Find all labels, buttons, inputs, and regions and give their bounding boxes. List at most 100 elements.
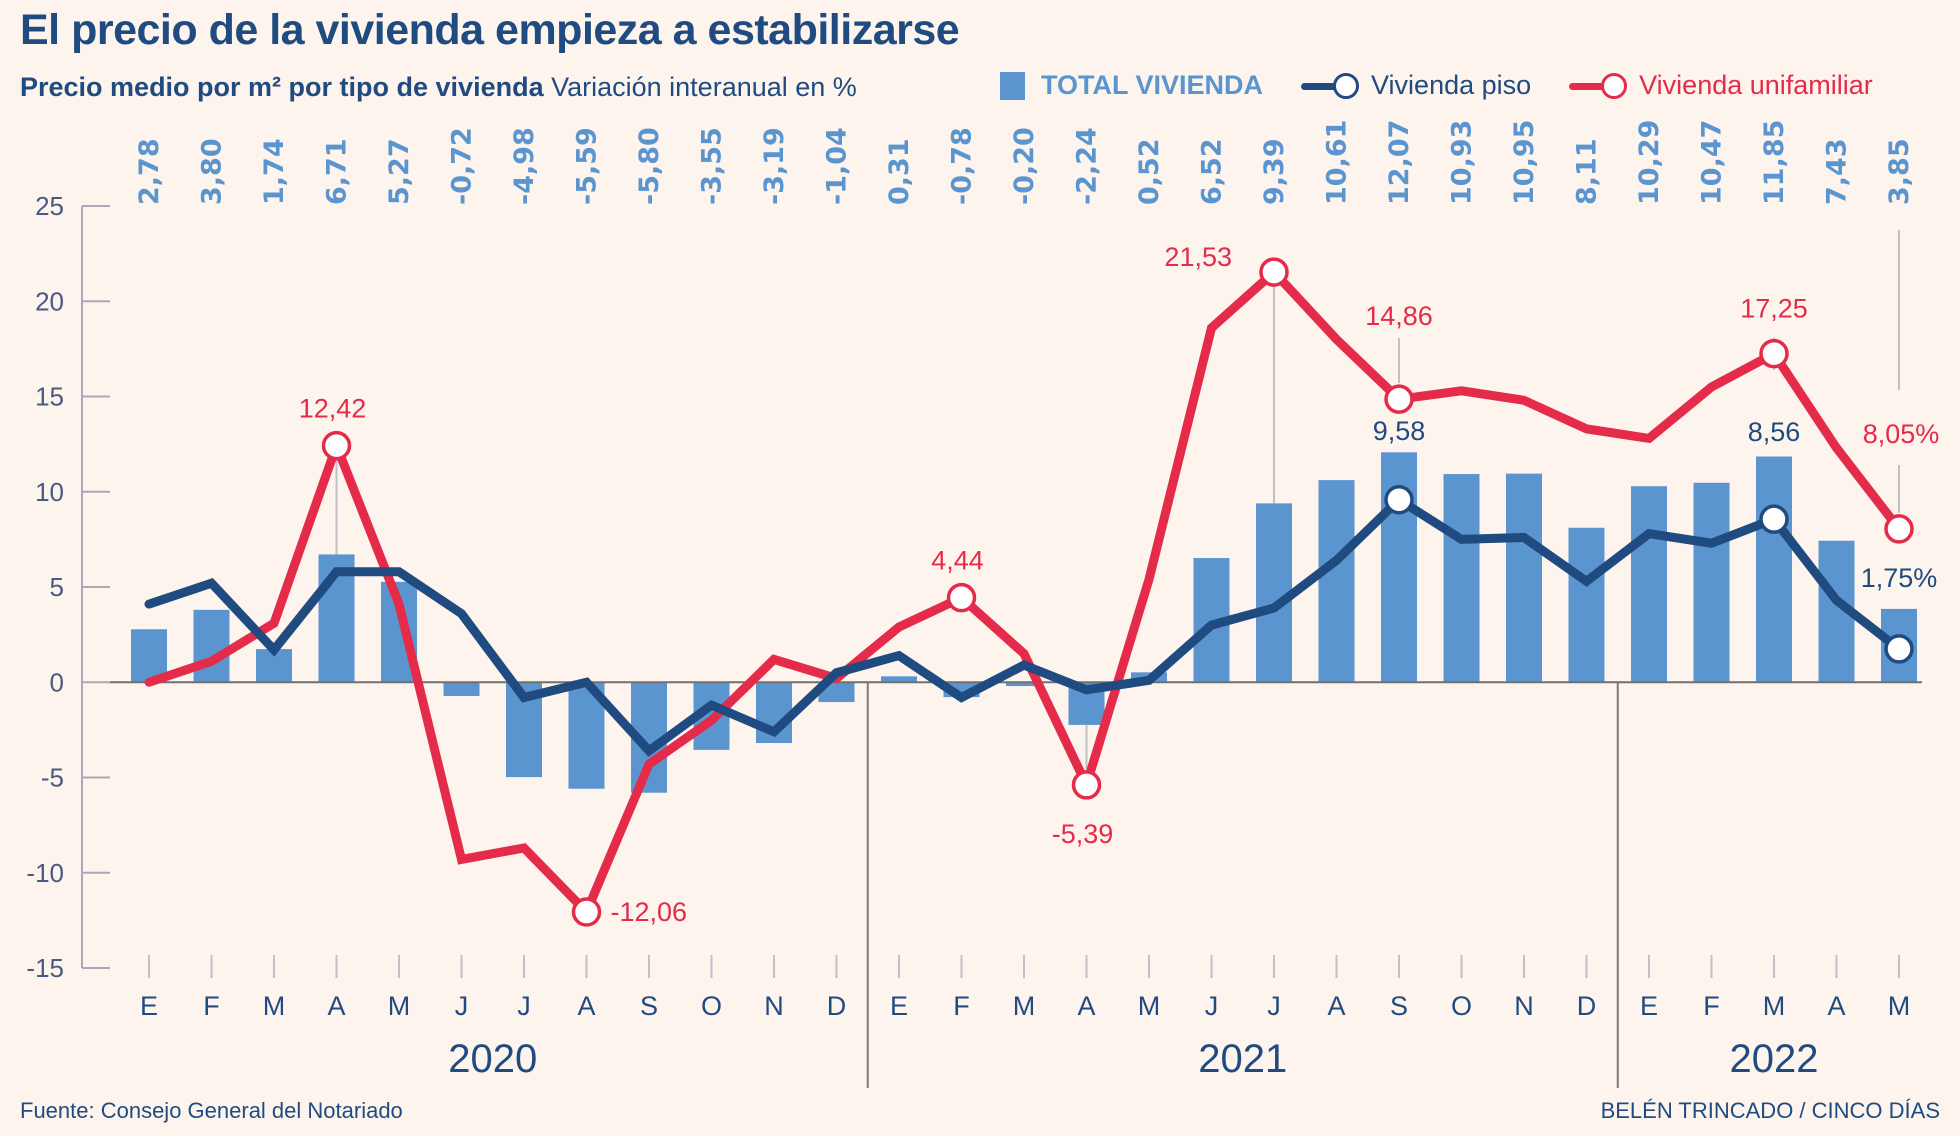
bar-value-label: -0,20 <box>1009 127 1040 205</box>
bar-value-label: 10,61 <box>1322 120 1353 205</box>
x-tick-label: F <box>953 991 970 1021</box>
unifamiliar-annotation: -12,06 <box>611 897 688 927</box>
bar-total-vivienda <box>1756 456 1792 683</box>
bar-total-vivienda <box>443 682 480 696</box>
piso-annotation: 8,56 <box>1748 417 1801 447</box>
unifamiliar-annotation: 4,44 <box>931 546 984 576</box>
x-tick-label: A <box>327 991 345 1021</box>
bar-value-label: 0,52 <box>1134 138 1165 205</box>
legend: TOTAL VIVIENDA Vivienda piso Vivienda un… <box>1000 70 1873 101</box>
legend-item-total: TOTAL VIVIENDA <box>1000 70 1263 101</box>
unifamiliar-marker <box>1759 338 1789 369</box>
bar-value-label: 3,85 <box>1884 138 1915 205</box>
y-tick-label: 25 <box>35 191 64 221</box>
x-tick-label: M <box>1763 991 1786 1021</box>
x-tick-label: A <box>1077 991 1095 1021</box>
x-tick-label: N <box>764 991 784 1021</box>
unifamiliar-annotation: 17,25 <box>1740 294 1808 324</box>
credit-note: BELÉN TRINCADO / CINCO DÍAS <box>1600 1098 1940 1123</box>
line-vivienda-unifamiliar <box>144 265 1904 920</box>
bar-value-label: -5,80 <box>634 127 665 205</box>
bar-total-vivienda <box>1568 527 1605 683</box>
bar-swatch-icon <box>1000 71 1025 100</box>
x-tick-label: M <box>1138 991 1161 1021</box>
y-tick-label: 15 <box>35 382 64 412</box>
bar-value-label: 10,95 <box>1509 120 1540 205</box>
bar-total-vivienda <box>1006 682 1042 687</box>
y-tick-label: 10 <box>35 477 64 507</box>
unifamiliar-marker <box>1384 384 1414 414</box>
x-tick-label: J <box>517 991 531 1021</box>
bar-total-vivienda <box>193 609 230 683</box>
unifamiliar-annotation: 21,53 <box>1164 242 1232 272</box>
x-tick-label: F <box>1703 991 1720 1021</box>
chart-subtitle: Precio medio por m² por tipo de vivienda… <box>20 72 857 103</box>
subtitle-bold: Precio medio por m² por tipo de vivienda <box>20 72 544 102</box>
bar-total-vivienda <box>1318 480 1355 683</box>
x-tick-label: J <box>1205 991 1219 1021</box>
bar-value-label: 6,71 <box>322 138 353 205</box>
unifamiliar-annotation: 12,42 <box>299 394 367 424</box>
year-label: 2020 <box>448 1037 537 1081</box>
legend-item-unifamiliar: Vivienda unifamiliar <box>1569 70 1873 101</box>
unifamiliar-annotation: -5,39 <box>1052 819 1114 849</box>
bar-value-label: -1,04 <box>822 127 853 205</box>
y-tick-label: -15 <box>26 953 64 983</box>
bar-value-label: 2,78 <box>134 138 165 205</box>
x-tick-label: M <box>1013 991 1036 1021</box>
bar-value-label: 6,52 <box>1197 138 1228 205</box>
bar-total-vivienda <box>1631 486 1667 683</box>
legend-label-unifamiliar: Vivienda unifamiliar <box>1639 70 1873 100</box>
x-tick-label: S <box>1390 991 1408 1021</box>
y-tick-label: 20 <box>35 286 64 316</box>
unifamiliar-marker <box>946 582 977 613</box>
x-tick-label: F <box>203 991 220 1021</box>
line-vivienda-piso <box>144 494 1904 757</box>
bar-total-vivienda <box>1256 503 1292 683</box>
unifamiliar-marker <box>321 430 352 461</box>
subtitle-regular: Variación interanual en % <box>551 72 857 102</box>
bar-value-label: -3,19 <box>759 127 790 205</box>
legend-item-piso: Vivienda piso <box>1301 70 1531 101</box>
bar-value-label: 3,80 <box>197 138 228 205</box>
bar-value-label: 12,07 <box>1384 120 1415 205</box>
line-marker-swatch-icon <box>1301 72 1360 99</box>
bar-value-label: 5,27 <box>384 138 415 205</box>
y-tick-label: -10 <box>26 858 64 888</box>
bar-value-label: -2,24 <box>1072 127 1103 205</box>
unifamiliar-annotation: 8,05% <box>1863 419 1940 449</box>
bar-value-label: 10,47 <box>1697 120 1728 205</box>
bar-value-label: 0,31 <box>884 138 915 205</box>
x-tick-label: D <box>827 991 847 1021</box>
bar-value-label: 10,93 <box>1447 120 1478 205</box>
year-label: 2021 <box>1198 1037 1287 1081</box>
bar-value-label: 7,43 <box>1822 138 1853 205</box>
bar-value-label: -0,78 <box>947 127 978 205</box>
bar-total-vivienda <box>1693 482 1730 683</box>
x-tick-label: M <box>263 991 286 1021</box>
x-tick-label: E <box>890 991 908 1021</box>
bar-value-label: -4,98 <box>509 127 540 205</box>
piso-marker <box>1759 504 1789 534</box>
y-tick-label: -5 <box>41 763 64 793</box>
x-tick-label: J <box>455 991 469 1021</box>
source-note: Fuente: Consejo General del Notariado <box>20 1098 403 1123</box>
unifamiliar-annotation: 14,86 <box>1365 301 1433 331</box>
bar-value-label: 10,29 <box>1634 120 1665 205</box>
bar-total-vivienda <box>1443 474 1480 683</box>
y-tick-label: 5 <box>50 572 64 602</box>
piso-annotation: 1,75% <box>1861 563 1938 593</box>
unifamiliar-marker <box>571 897 602 927</box>
piso-marker <box>1384 485 1414 515</box>
bar-total-vivienda <box>131 629 167 683</box>
x-tick-label: E <box>1640 991 1658 1021</box>
x-tick-label: M <box>388 991 411 1021</box>
piso-marker <box>1884 634 1914 664</box>
bar-total-vivienda <box>881 676 917 683</box>
bar-total-vivienda <box>1506 473 1542 683</box>
bar-value-label: 8,11 <box>1572 138 1603 205</box>
unifamiliar-marker <box>1884 514 1914 544</box>
x-tick-label: M <box>1888 991 1911 1021</box>
line-marker-swatch-icon <box>1569 72 1628 99</box>
x-tick-label: O <box>1451 991 1472 1021</box>
